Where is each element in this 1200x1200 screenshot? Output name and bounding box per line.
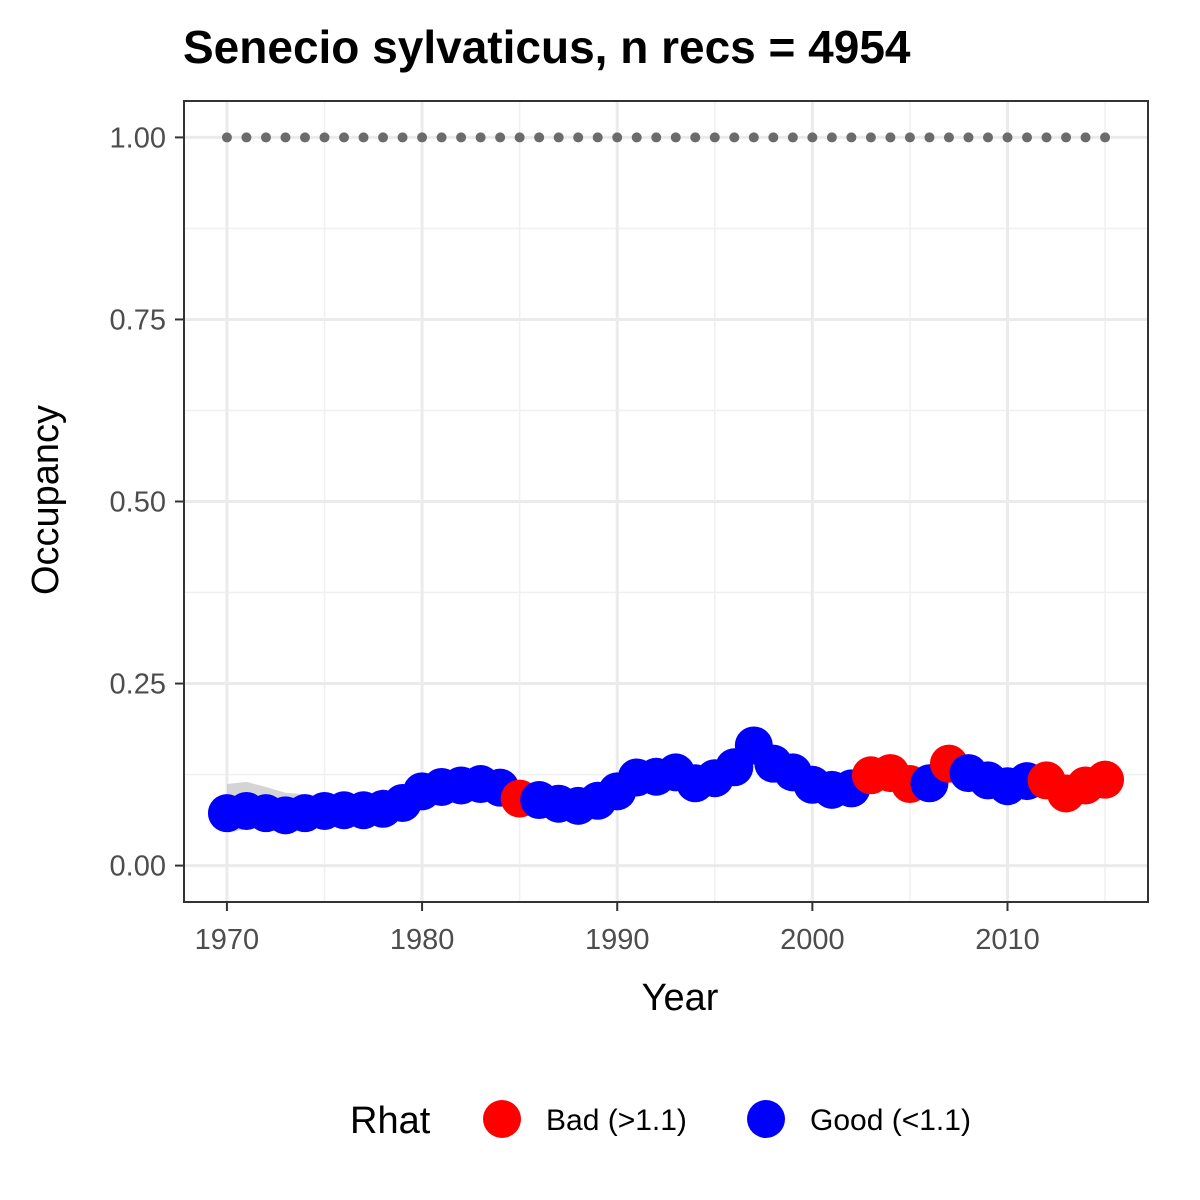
- reference-dot: [553, 132, 564, 143]
- occupancy-points: [207, 726, 1125, 835]
- reference-dot: [514, 132, 525, 143]
- reference-dot: [748, 132, 759, 143]
- reference-dot: [534, 132, 545, 143]
- chart-title: Senecio sylvaticus, n recs = 4954: [183, 21, 911, 73]
- x-tick-label: 1980: [390, 924, 455, 956]
- axis-ticks: 1970 1980 1990 2000 2010 0.00 0.25 0.50 0.75 1.00: [110, 122, 1040, 956]
- reference-dot: [826, 132, 837, 143]
- reference-dot: [807, 132, 818, 143]
- legend-key-bad: [483, 1100, 521, 1138]
- reference-dot: [1002, 132, 1013, 143]
- reference-dot: [787, 132, 798, 143]
- reference-dot: [241, 132, 252, 143]
- reference-dot: [709, 132, 720, 143]
- reference-dot: [612, 132, 623, 143]
- reference-dot: [456, 132, 467, 143]
- reference-dot: [846, 132, 857, 143]
- reference-dot: [319, 132, 330, 143]
- reference-dot: [729, 132, 740, 143]
- point-bad-rhat: [1086, 760, 1125, 799]
- legend-label-good: Good (<1.1): [810, 1104, 971, 1137]
- reference-dot: [885, 132, 896, 143]
- x-axis-title: Year: [642, 977, 719, 1019]
- reference-dot: [573, 132, 584, 143]
- y-tick-label: 0.75: [110, 304, 166, 336]
- x-tick-label: 2000: [780, 924, 845, 956]
- x-tick-label: 1990: [585, 924, 650, 956]
- reference-dot: [963, 132, 974, 143]
- reference-dot: [436, 132, 447, 143]
- x-tick-label: 2010: [975, 924, 1040, 956]
- reference-dot: [260, 132, 271, 143]
- reference-dot: [631, 132, 642, 143]
- y-tick-label: 0.50: [110, 487, 166, 519]
- reference-dot: [690, 132, 701, 143]
- reference-dot: [1041, 132, 1052, 143]
- reference-dot: [592, 132, 603, 143]
- reference-dot: [299, 132, 310, 143]
- reference-dot: [670, 132, 681, 143]
- y-tick-label: 0.00: [110, 851, 166, 883]
- reference-dot: [221, 132, 232, 143]
- reference-dot: [768, 132, 779, 143]
- reference-dot: [475, 132, 486, 143]
- reference-dot: [280, 132, 291, 143]
- reference-dot: [1022, 132, 1033, 143]
- reference-dot: [651, 132, 662, 143]
- reference-line-dots: [221, 132, 1111, 143]
- reference-dot: [1100, 132, 1111, 143]
- reference-dot: [339, 132, 350, 143]
- x-tick-label: 1970: [195, 924, 260, 956]
- reference-dot: [943, 132, 954, 143]
- reference-dot: [417, 132, 428, 143]
- y-tick-label: 1.00: [110, 122, 166, 154]
- legend-label-bad: Bad (>1.1): [546, 1104, 687, 1137]
- legend-key-good: [747, 1100, 785, 1138]
- reference-dot: [1061, 132, 1072, 143]
- legend: Rhat Bad (>1.1) Good (<1.1): [350, 1100, 971, 1142]
- legend-title: Rhat: [350, 1100, 431, 1142]
- y-tick-label: 0.25: [110, 669, 166, 701]
- reference-dot: [924, 132, 935, 143]
- reference-dot: [495, 132, 506, 143]
- reference-dot: [378, 132, 389, 143]
- reference-dot: [358, 132, 369, 143]
- reference-dot: [397, 132, 408, 143]
- reference-dot: [904, 132, 915, 143]
- reference-dot: [982, 132, 993, 143]
- reference-dot: [1080, 132, 1091, 143]
- reference-dot: [865, 132, 876, 143]
- y-axis-title: Occupancy: [25, 405, 67, 595]
